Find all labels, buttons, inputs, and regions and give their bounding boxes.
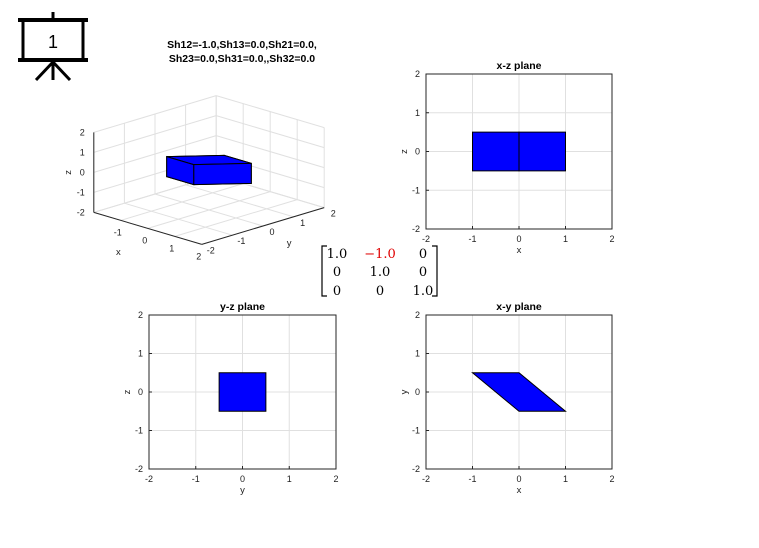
matrix-cell: 0 [333, 284, 341, 299]
matrix-cell: 0 [419, 265, 427, 280]
plot-frame [425, 73, 613, 230]
x-tick-label: 0 [142, 235, 147, 245]
x-tick-label: -1 [468, 234, 476, 244]
y-tick-label: 1 [415, 349, 420, 359]
z-tick-label: -1 [77, 187, 85, 197]
y-tick-label: 1 [415, 108, 420, 118]
z-tick-label: -2 [77, 207, 85, 217]
x-tick-label: 1 [287, 474, 292, 484]
y-axis-label: z [399, 149, 410, 154]
x-axis-label: x [517, 485, 522, 496]
matrix-cell: 1.0 [413, 284, 434, 299]
presentation-icon: 1 [18, 12, 88, 82]
plot-frame [425, 314, 613, 470]
x-tick-label: 2 [609, 234, 614, 244]
y-tick-label: -2 [135, 464, 143, 474]
plot-frame [148, 314, 337, 470]
x-tick-label: -1 [114, 227, 122, 237]
x-tick-label: -2 [422, 474, 430, 484]
x-axis-label: y [240, 485, 245, 496]
grid-line-wall-yz [93, 115, 217, 153]
x-axis-line [93, 211, 202, 245]
y-tick-label: -1 [135, 426, 143, 436]
y-tick-label: -2 [412, 464, 420, 474]
matrix-cell: 0 [333, 265, 341, 280]
y-axis-label: z [122, 389, 133, 394]
y-tick-label: -1 [412, 185, 420, 195]
y-tick-label: 2 [331, 209, 336, 219]
shear-matrix: 1.0 −1.0 0 0 1.0 0 0 0 1.0 [321, 245, 438, 299]
shape-face [218, 372, 267, 412]
matrix-bracket-left [321, 245, 327, 297]
shape-face [518, 131, 566, 172]
y-tick-label: -2 [207, 245, 215, 255]
shape-face [193, 162, 252, 186]
slide-number: 1 [48, 32, 58, 52]
chart-3d-view: Sh12=-1.0,Sh13=0.0,Sh21=0.0, Sh23=0.0,Sh… [63, 39, 336, 261]
matrix-bracket-right [432, 245, 438, 297]
chart-3d-title-line2: Sh23=0.0,Sh31=0.0,,Sh32=0.0 [169, 53, 315, 65]
x-tick-label: 2 [196, 251, 201, 261]
grid-line-wall-xz [216, 115, 325, 149]
z-tick-label: 2 [80, 127, 85, 137]
chart-3d-title-line1: Sh12=-1.0,Sh13=0.0,Sh21=0.0, [167, 39, 317, 51]
z-tick-label: 1 [80, 147, 85, 157]
grid-line-wall-xz [216, 95, 325, 129]
x-tick-label: 0 [516, 234, 521, 244]
chart-xy-plane: -2 -1 0 1 2 -2 -1 0 1 2 x-y plane x y [399, 301, 615, 496]
plot-title: x-y plane [496, 301, 542, 313]
y-tick-label: -1 [237, 236, 245, 246]
chart-3d-xlabel: x [116, 247, 121, 258]
y-tick-label: -2 [412, 224, 420, 234]
chart-3d-zlabel: z [63, 170, 74, 175]
chart-3d-ylabel: y [287, 238, 292, 249]
y-tick-label: 0 [415, 387, 420, 397]
x-tick-label: -2 [422, 234, 430, 244]
x-tick-label: 2 [609, 474, 614, 484]
x-tick-label: -1 [192, 474, 200, 484]
plot-title: y-z plane [220, 301, 265, 313]
matrix-cell: 0 [419, 247, 427, 262]
matrix-cell: 0 [376, 284, 384, 299]
y-tick-label: 1 [300, 218, 305, 228]
y-tick-label: 2 [415, 69, 420, 79]
grid-line-wall-yz [93, 95, 217, 133]
y-tick-label: 2 [138, 310, 143, 320]
x-tick-label: 0 [240, 474, 245, 484]
grid-line-floor [154, 193, 264, 227]
grid-line-wall-xz [216, 135, 325, 169]
x-tick-label: 1 [563, 234, 568, 244]
chart-xz-plane: -2 -1 0 1 2 -2 -1 0 1 2 x-z plane x z [399, 60, 615, 256]
shape-face [166, 155, 195, 186]
y-tick-label: 1 [138, 349, 143, 359]
y-tick-label: 0 [269, 227, 274, 237]
y-axis-line [201, 207, 325, 245]
x-axis-label: x [517, 245, 522, 256]
grid-line-wall-yz [93, 135, 217, 173]
x-tick-label: 1 [563, 474, 568, 484]
x-tick-label: -1 [468, 474, 476, 484]
grid-line-floor [185, 184, 294, 218]
z-tick-label: 0 [80, 167, 85, 177]
shape-face [472, 131, 520, 172]
matrix-cell: 1.0 [327, 247, 348, 262]
y-axis-label: y [399, 389, 410, 394]
y-tick-label: -1 [412, 426, 420, 436]
x-tick-label: 0 [516, 474, 521, 484]
matrix-cell: 1.0 [370, 265, 391, 280]
plot-title: x-z plane [497, 60, 542, 72]
grid-line-floor [174, 199, 298, 237]
x-tick-label: 1 [169, 243, 174, 253]
y-tick-label: 2 [415, 310, 420, 320]
y-tick-label: 0 [415, 147, 420, 157]
shape-face [471, 372, 567, 412]
x-tick-label: 2 [333, 474, 338, 484]
y-tick-label: 0 [138, 387, 143, 397]
chart-yz-plane: -2 -1 0 1 2 -2 -1 0 1 2 y-z plane y z [122, 301, 339, 496]
matrix-cell-highlighted: −1.0 [364, 247, 396, 262]
x-tick-label: -2 [145, 474, 153, 484]
